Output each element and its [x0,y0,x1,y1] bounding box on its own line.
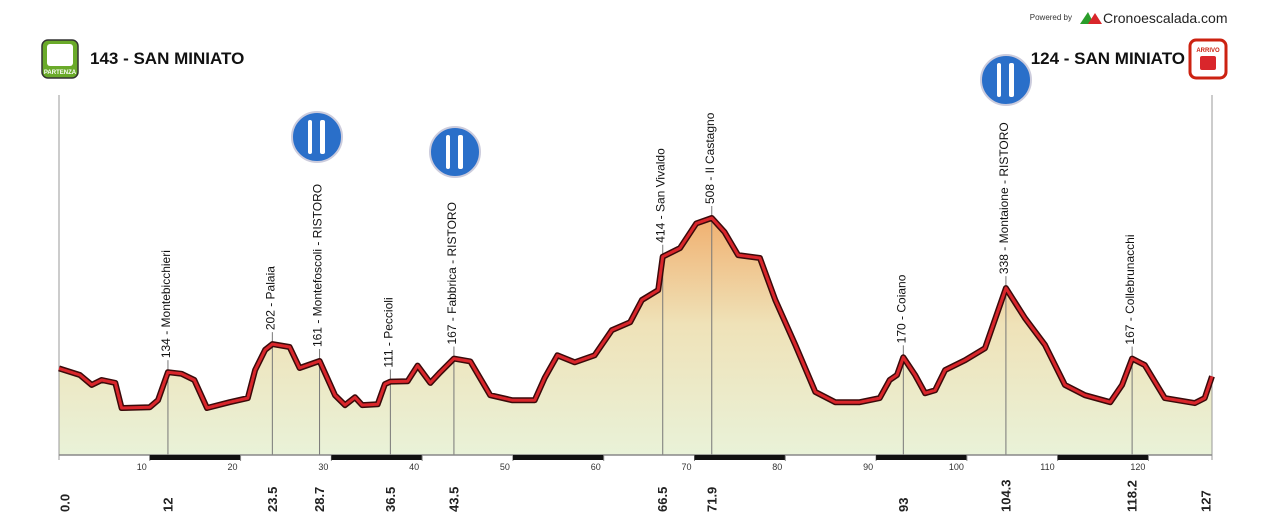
x-tick-label: 120 [1130,462,1145,472]
start-badge [47,44,73,66]
scale-bar [149,455,241,460]
waypoint-km: 71.9 [704,487,719,512]
brand: Cronoescalada.com [1103,10,1228,26]
waypoint-label: 414 - San Vivaldo [654,148,668,243]
waypoint-km: 36.5 [383,487,398,512]
ristoro-icon [291,111,343,163]
waypoint-km: 118.2 [1125,480,1140,512]
x-tick-label: 90 [863,462,873,472]
scale-bar [512,455,604,460]
waypoint-label: 134 - Montebicchieri [159,250,173,358]
start-title: 143 - SAN MINIATO [90,49,244,68]
start-badge-text: PARTENZA [44,70,77,76]
x-tick-label: 50 [500,462,510,472]
x-tick-label: 70 [681,462,691,472]
x-tick-label: 60 [591,462,601,472]
profile-line [58,216,1214,410]
waypoint-label: 161 - Montefoscoli - RISTORO [311,184,325,347]
waypoint-label: 111 - Peccioli [381,297,395,367]
x-tick-label: 10 [137,462,147,472]
scale-bar [1057,455,1149,460]
ristoro-icon [429,126,481,178]
waypoint-km: 104.3 [998,479,1013,512]
ristoro-icon [980,54,1032,106]
waypoint-km: 93 [896,498,911,512]
scale-bar [876,455,967,460]
plot: 134 - Montebicchieri 12 202 - Palaia 23.5 16… [58,95,1215,512]
powered-by: Powered by [1030,13,1072,22]
x-tick-label: 20 [228,462,238,472]
scale-bar [331,455,423,460]
waypoint-km: 28.7 [312,487,327,512]
waypoint-km: 66.5 [655,487,670,512]
logo [1088,13,1102,24]
waypoint-label: 338 - Montaione - RISTORO [997,122,1011,274]
finish-badge-text: ARRIVO [1196,48,1220,54]
waypoint-label: 170 - Coiano [894,274,908,343]
x-tick-label: 80 [772,462,782,472]
waypoint-km: 12 [160,498,175,512]
endpoint-km: 0.0 [58,494,73,512]
finish-badge [1200,56,1216,70]
waypoint-label: 167 - Fabbrica - RISTORO [445,202,459,344]
finish-title: 124 - SAN MINIATO [1031,49,1185,68]
waypoint-label: 167 - Collebrunacchi [1123,234,1137,344]
waypoint-label: 508 - Il Castagno [703,112,717,204]
x-tick-label: 30 [318,462,328,472]
x-tick-label: 110 [1040,462,1054,472]
scale-bar [694,455,786,460]
waypoint-km: 23.5 [265,487,280,512]
x-tick-label: 100 [949,462,964,472]
x-tick-label: 40 [409,462,419,472]
waypoint-label: 202 - Palaia [263,266,277,330]
endpoint-km: 127 [1199,490,1214,512]
waypoint-km: 43.5 [446,487,461,512]
